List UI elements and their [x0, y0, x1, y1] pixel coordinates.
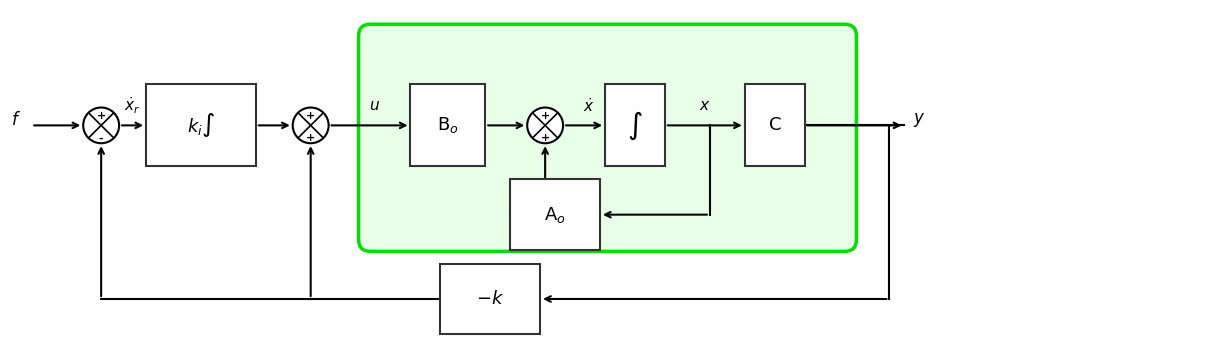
FancyBboxPatch shape: [745, 85, 805, 166]
Text: $\mathrm{C}$: $\mathrm{C}$: [768, 116, 781, 135]
Text: $y$: $y$: [913, 111, 926, 129]
Text: $\mathrm{A}_o$: $\mathrm{A}_o$: [545, 205, 567, 225]
Text: $-k$: $-k$: [476, 290, 504, 308]
Text: $f$: $f$: [11, 111, 21, 129]
Text: +: +: [541, 110, 549, 120]
FancyBboxPatch shape: [606, 85, 665, 166]
FancyBboxPatch shape: [410, 85, 485, 166]
Text: $\int$: $\int$: [628, 109, 642, 141]
Text: -: -: [99, 133, 104, 143]
Text: +: +: [306, 133, 315, 143]
Circle shape: [293, 108, 328, 143]
Text: $\dot{x}$: $\dot{x}$: [584, 97, 595, 115]
Text: +: +: [306, 110, 315, 120]
Circle shape: [83, 108, 120, 143]
Text: $k_i \int$: $k_i \int$: [187, 111, 215, 139]
FancyBboxPatch shape: [441, 264, 540, 334]
Text: +: +: [96, 110, 106, 120]
Text: $\mathrm{B}_o$: $\mathrm{B}_o$: [437, 115, 459, 135]
Text: +: +: [541, 133, 549, 143]
FancyBboxPatch shape: [147, 85, 256, 166]
FancyBboxPatch shape: [510, 179, 600, 250]
Circle shape: [527, 108, 563, 143]
FancyBboxPatch shape: [359, 24, 856, 252]
Text: $\dot{x}_r$: $\dot{x}_r$: [125, 95, 140, 116]
Text: $u$: $u$: [369, 99, 380, 112]
Text: $x$: $x$: [698, 99, 711, 112]
